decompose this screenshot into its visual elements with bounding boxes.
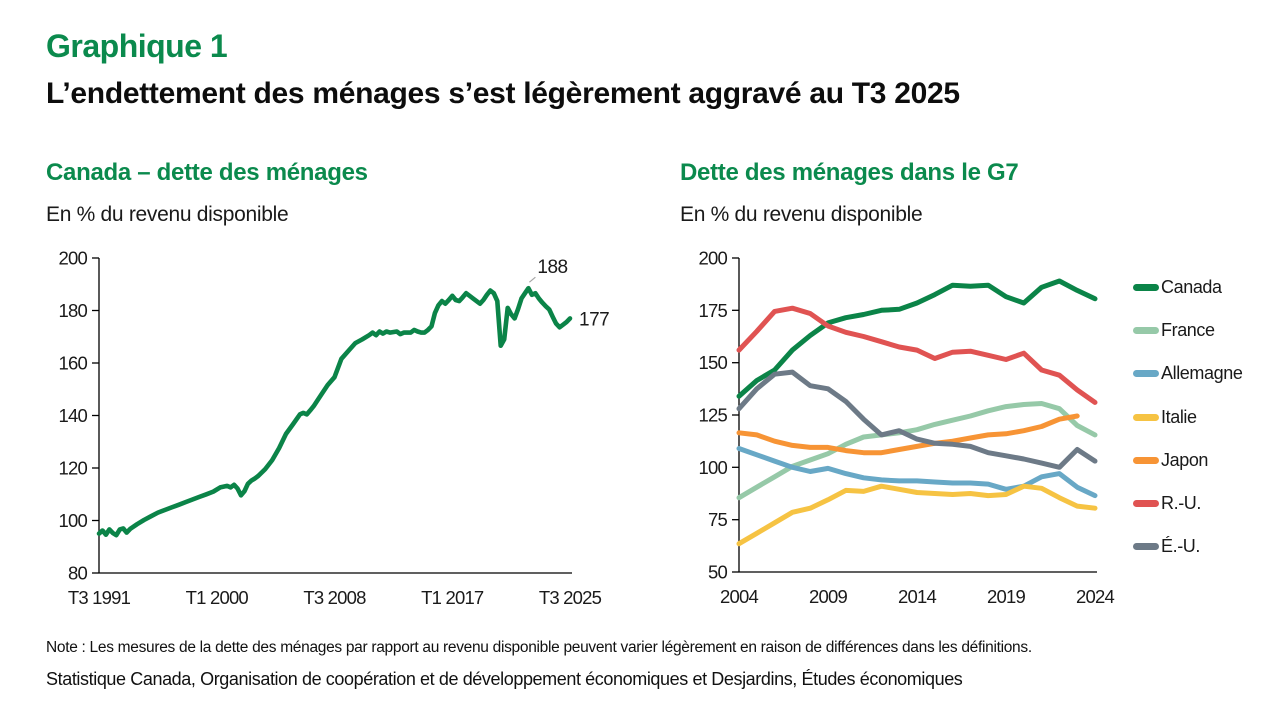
series-line--u-: [736, 369, 1098, 470]
legend-label: Allemagne: [1161, 363, 1243, 384]
x-tick-label: 2019: [987, 586, 1025, 607]
y-tick-label: 80: [68, 563, 87, 584]
x-tick-label: 2009: [809, 586, 847, 607]
allemagne-line-swatch-icon: [1133, 370, 1159, 378]
g7-legend: Canada France Allemagne Italie Japon R.-…: [1133, 266, 1278, 568]
y-tick-label: 180: [59, 300, 88, 321]
right-chart-subtitle: En % du revenu disponible: [680, 203, 923, 226]
series-line-italie: [736, 483, 1098, 547]
legend-item-canada: Canada: [1133, 266, 1278, 309]
y-tick-label: 120: [59, 458, 88, 479]
x-tick-label: T1 2017: [421, 587, 484, 608]
legend-item-france: France: [1133, 309, 1278, 352]
x-tick-label: T1 2000: [186, 587, 249, 608]
x-tick-label: 2014: [898, 586, 936, 607]
etats-unis-line-swatch-icon: [1133, 543, 1159, 551]
legend-label: R.-U.: [1161, 493, 1201, 514]
annotation-callout: [529, 276, 536, 283]
x-tick-label: 2004: [720, 586, 758, 607]
annotation-label: 188: [537, 257, 567, 278]
source-text: Statistique Canada, Organisation de coop…: [46, 669, 963, 689]
legend-label: É.-U.: [1161, 536, 1201, 557]
y-tick-label: 75: [708, 509, 727, 530]
y-tick-label: 125: [699, 405, 728, 426]
x-tick-label: 2024: [1076, 586, 1114, 607]
report-kicker: Graphique 1: [46, 28, 228, 64]
annotation-label: 177: [579, 309, 609, 330]
y-tick-label: 175: [699, 300, 728, 321]
x-tick-label: T3 1991: [68, 587, 131, 608]
x-tick-label: T3 2025: [539, 587, 602, 608]
canada-debt-chart: 200 180 160 140 120 100 80 T3 1991 T1 2000 T3 200…: [59, 248, 610, 609]
y-tick-label: 100: [59, 510, 88, 531]
legend-item-etats-unis: É.-U.: [1133, 525, 1278, 568]
y-tick-label: 150: [699, 352, 728, 373]
legend-item-allemagne: Allemagne: [1133, 352, 1278, 395]
page-title: L’endettement des ménages s’est légèreme…: [46, 77, 960, 110]
series-line-japon: [736, 413, 1080, 456]
japon-line-swatch-icon: [1133, 456, 1159, 464]
y-tick-label: 100: [699, 457, 728, 478]
legend-label: Canada: [1161, 277, 1222, 298]
royaume-uni-line-swatch-icon: [1133, 500, 1159, 508]
series-line-allemagne: [736, 446, 1098, 499]
y-tick-label: 200: [699, 248, 728, 269]
left-chart-subtitle: En % du revenu disponible: [46, 203, 289, 226]
legend-label: Japon: [1161, 449, 1209, 470]
italie-line-swatch-icon: [1133, 413, 1159, 421]
legend-item-royaume-uni: R.-U.: [1133, 482, 1278, 525]
left-chart-title: Canada – dette des ménages: [46, 159, 368, 186]
canada-line-swatch-icon: [1133, 284, 1159, 292]
legend-label: Italie: [1161, 406, 1197, 427]
y-tick-label: 160: [59, 353, 88, 374]
right-chart-title: Dette des ménages dans le G7: [680, 159, 1019, 186]
y-tick-label: 200: [59, 248, 88, 269]
g7-debt-chart: 200 175 150 125 100 75 50 2004 2009 2014 2019 2024: [699, 248, 1116, 608]
y-tick-label: 140: [59, 405, 88, 426]
series-line-r-u-: [736, 305, 1098, 405]
x-tick-label: T3 2008: [303, 587, 366, 608]
france-line-swatch-icon: [1133, 327, 1159, 335]
series-line-canada: [736, 278, 1098, 399]
legend-item-japon: Japon: [1133, 439, 1278, 482]
series-line-france: [736, 401, 1098, 501]
y-tick-label: 50: [708, 562, 727, 583]
note-text: Note : Les mesures de la dette des ménag…: [46, 639, 1032, 656]
legend-item-italie: Italie: [1133, 396, 1278, 439]
series-line-canada: [96, 285, 573, 538]
legend-label: France: [1161, 320, 1215, 341]
